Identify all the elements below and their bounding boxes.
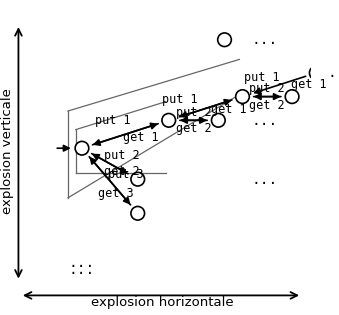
Circle shape [212,113,225,127]
Text: get 2: get 2 [104,165,140,178]
Text: explosion verticale: explosion verticale [1,89,14,214]
Text: ...: ... [252,172,278,187]
Text: put 2: put 2 [176,106,211,119]
Circle shape [310,66,323,80]
Text: put 1: put 1 [244,71,279,83]
Text: put 3: put 3 [107,168,143,181]
Circle shape [236,90,249,103]
Text: put 1: put 1 [95,114,131,127]
Text: ...: ... [328,66,339,80]
Text: ...: ... [252,113,278,128]
Circle shape [218,33,231,47]
Text: ...: ... [69,261,95,277]
Text: explosion horizontale: explosion horizontale [91,296,234,309]
Circle shape [131,172,144,186]
Text: get 3: get 3 [98,187,134,200]
Text: ...: ... [252,32,278,47]
Text: get 1: get 1 [211,103,246,116]
Text: put 1: put 1 [162,94,197,106]
Circle shape [162,113,176,127]
Text: get 1: get 1 [291,78,327,91]
Circle shape [285,90,299,103]
Text: put 2: put 2 [250,82,285,95]
Text: ...: ... [69,255,95,270]
Text: get 1: get 1 [123,131,159,144]
Text: put 2: put 2 [104,149,140,163]
Circle shape [131,206,144,220]
Text: get 2: get 2 [250,100,285,112]
Circle shape [75,141,89,155]
Text: get 2: get 2 [176,122,211,135]
